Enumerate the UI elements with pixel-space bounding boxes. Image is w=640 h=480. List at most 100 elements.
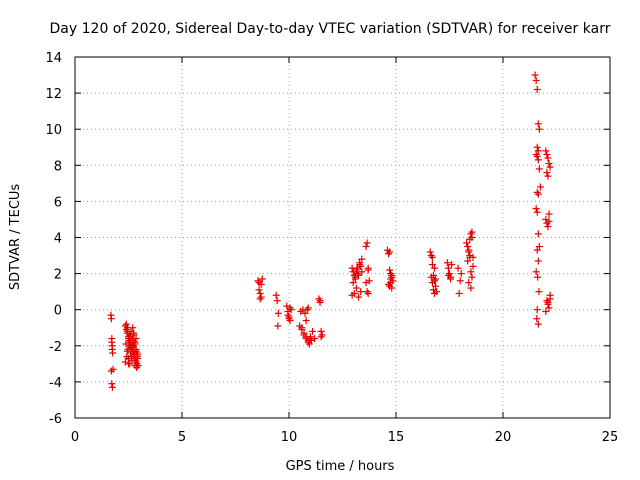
data-point [543,169,551,177]
data-point [429,286,437,294]
y-tick-label: -4 [49,376,62,391]
x-tick-label: 20 [495,430,512,445]
data-point [357,262,365,270]
data-point [109,349,117,357]
data-point [130,342,138,350]
data-point [306,335,314,343]
data-point [432,282,440,290]
data-point [257,280,265,288]
x-tick-labels: 0 5 10 15 20 25 [71,430,618,445]
data-point [467,230,475,238]
data-point [545,210,553,218]
data-point [132,335,140,343]
x-axis-label: GPS time / hours [286,459,395,474]
data-point [255,286,263,294]
data-point [363,239,371,247]
data-point [274,322,282,330]
data-point [286,304,294,312]
data-point [130,329,138,337]
y-tick-label: 10 [45,123,62,138]
data-point [107,367,115,375]
data-point [309,327,317,335]
data-point [122,340,130,348]
data-point [456,277,464,285]
data-point [534,273,542,281]
data-point [363,288,371,296]
data-point [108,383,116,391]
data-point [448,261,456,269]
y-tick-label: 12 [45,87,62,102]
grid-lines [75,57,610,418]
data-point [302,317,310,325]
data-point [465,279,473,287]
data-point [464,243,472,251]
data-point [108,342,116,350]
x-tick-label: 10 [281,430,298,445]
data-point [533,188,541,196]
data-point [543,150,551,158]
data-point [533,315,541,323]
y-tick-labels: -6 -4 -2 0 2 4 6 8 10 12 14 [45,51,62,427]
data-point [469,262,477,270]
data-point [533,306,541,314]
data-point [467,268,475,276]
x-tick-label: 5 [178,430,186,445]
data-point [533,143,541,151]
data-point [362,279,370,287]
data-point [349,279,357,287]
data-point [316,297,324,305]
data-point [444,271,452,279]
data-point [358,268,366,276]
y-axis-label: SDTVAR / TECUs [8,184,23,291]
data-point [455,289,463,297]
data-point [427,273,435,281]
data-point [544,298,552,306]
data-point [545,304,553,312]
data-point [534,320,542,328]
data-point [126,331,134,339]
data-point [125,360,132,368]
data-point [544,223,552,231]
data-point [454,264,462,272]
data-point [301,309,309,317]
data-point [534,190,542,198]
data-point [446,270,453,278]
data-point [428,253,436,261]
data-point [465,246,473,254]
data-point [352,284,360,292]
data-point [364,289,372,297]
data-point [355,271,363,279]
data-point [533,208,541,216]
data-point [544,154,552,162]
data-point [317,333,325,341]
data-point [431,289,439,297]
data-point [542,308,550,316]
data-point [358,255,366,263]
data-point [532,268,540,276]
data-point [256,295,264,303]
data-point [444,264,452,272]
data-point [544,172,552,180]
data-point [274,309,282,317]
data-point [534,156,542,164]
data-point [534,257,542,265]
data-point [300,329,308,337]
data-point [387,275,395,283]
y-tick-label: 2 [54,268,62,283]
data-point [357,288,365,296]
y-tick-label: 4 [54,232,62,247]
data-point [129,338,137,346]
data-point [386,266,394,274]
data-point [284,311,292,319]
plot-frame [74,56,611,419]
data-point [107,315,115,323]
data-point [427,252,435,260]
data-point [315,295,323,303]
data-point [426,248,434,256]
data-point [535,288,543,296]
data-point [122,320,130,328]
data-point [532,205,540,213]
data-point [532,76,540,84]
data-point [388,271,396,279]
data-point [533,85,541,93]
